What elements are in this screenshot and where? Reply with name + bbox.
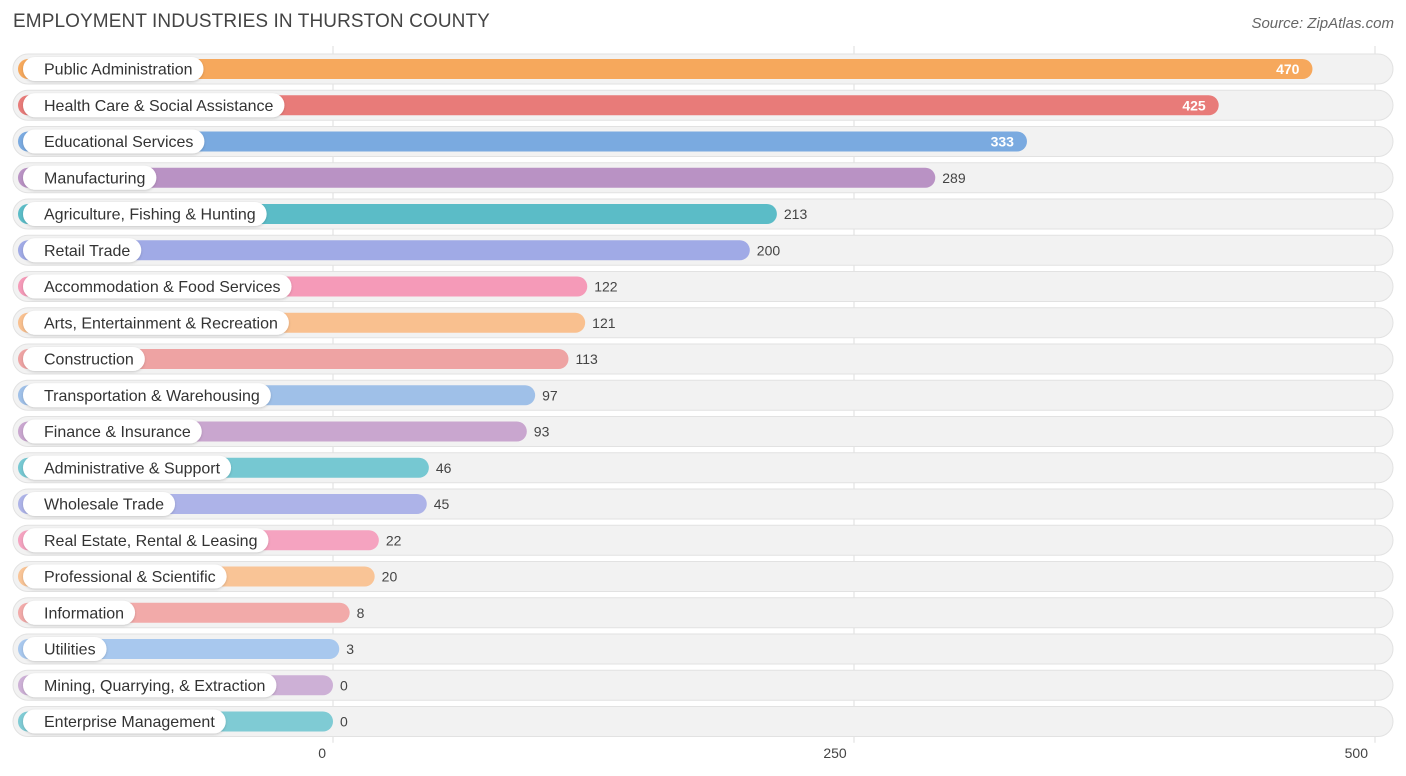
bar-label-pill <box>23 274 292 299</box>
bar-label: Information <box>44 605 124 622</box>
bar-label-pill <box>23 455 232 480</box>
bar-row: Transportation & Warehousing 97 <box>12 379 1394 411</box>
bar-track <box>12 633 1394 665</box>
bar-label: Accommodation & Food Services <box>44 279 281 296</box>
x-tick-label: 250 <box>823 745 847 761</box>
bar-row: Information 8 <box>12 597 1394 629</box>
bar-label: Finance & Insurance <box>44 424 191 441</box>
bar-value: 45 <box>434 496 450 512</box>
bar-label: Mining, Quarrying, & Extraction <box>44 678 265 695</box>
bar-label-pill <box>23 202 267 226</box>
bar-value: 3 <box>346 641 354 657</box>
bar <box>18 95 1219 116</box>
bar-label-pill <box>23 600 136 625</box>
bar-label: Arts, Entertainment & Recreation <box>44 315 278 332</box>
bar <box>18 59 1313 79</box>
bar-row: Public Administration 470 <box>12 53 1394 85</box>
bar-row: Mining, Quarrying, & Extraction 0 <box>12 669 1394 701</box>
bar-value: 289 <box>942 170 966 186</box>
bar-value: 122 <box>594 279 618 295</box>
bar-row: Administrative & Support 46 <box>12 452 1394 484</box>
bar <box>18 240 750 261</box>
bar-label: Enterprise Management <box>44 714 215 731</box>
bar-value: 8 <box>357 605 365 621</box>
bar-row: Professional & Scientific 20 <box>12 561 1394 592</box>
bar-row: Accommodation & Food Services 122 <box>12 271 1394 302</box>
bar-label: Retail Trade <box>44 243 130 260</box>
bar-label-pill <box>23 637 107 661</box>
chart-title: EMPLOYMENT INDUSTRIES IN THURSTON COUNTY <box>13 11 490 32</box>
bar-row: Finance & Insurance 93 <box>12 416 1394 447</box>
bar-row: Agriculture, Fishing & Hunting 213 <box>12 198 1394 230</box>
x-tick-label: 0 <box>318 745 326 761</box>
bar-track <box>12 669 1394 701</box>
bar-label-pill <box>23 238 142 263</box>
bar-label-pill <box>23 528 269 553</box>
bar-label: Professional & Scientific <box>44 569 216 586</box>
bar-label-pill <box>23 165 157 190</box>
bar-value: 213 <box>784 206 808 222</box>
x-tick-label: 500 <box>1345 745 1369 761</box>
bar-label-pill <box>23 564 227 589</box>
bar-value: 22 <box>386 532 402 548</box>
bar-value: 0 <box>340 677 348 693</box>
bar-label: Transportation & Warehousing <box>44 388 260 405</box>
bar-row: Construction 113 <box>12 343 1394 375</box>
bar-label: Administrative & Support <box>44 460 221 477</box>
bar <box>18 167 936 188</box>
bar-row: Wholesale Trade 45 <box>12 488 1394 520</box>
bar-row: Real Estate, Rental & Leasing 22 <box>12 524 1394 556</box>
bar-label: Wholesale Trade <box>44 497 164 514</box>
bar-label-pill <box>23 492 176 516</box>
bar-label: Construction <box>44 352 134 369</box>
source-credit: Source: ZipAtlas.com <box>1251 15 1394 32</box>
bar <box>18 131 1027 152</box>
bar-value: 20 <box>382 569 398 585</box>
bar-row: Educational Services 333 <box>12 126 1394 157</box>
bar-value: 333 <box>991 134 1015 150</box>
bar-row: Utilities 3 <box>12 633 1394 665</box>
bar-value: 200 <box>757 242 781 258</box>
bar-row: Manufacturing 289 <box>12 162 1394 194</box>
bar-label: Utilities <box>44 642 96 659</box>
bar-label: Real Estate, Rental & Leasing <box>44 533 257 550</box>
bar-track <box>12 706 1394 737</box>
bar-value: 46 <box>436 460 452 476</box>
bar-label-pill <box>23 57 204 81</box>
bar-label-pill <box>23 347 145 371</box>
bar-track <box>12 597 1394 629</box>
bar-label-pill <box>23 129 205 154</box>
bar-row: Arts, Entertainment & Recreation 121 <box>12 307 1394 339</box>
bar-value: 470 <box>1276 61 1300 77</box>
bar-label-pill <box>23 383 271 408</box>
bar-row: Health Care & Social Assistance 425 <box>12 89 1394 121</box>
bar-label-pill <box>23 673 277 698</box>
bar-label: Agriculture, Fishing & Hunting <box>44 207 256 224</box>
bar-value: 97 <box>542 387 558 403</box>
bar-value: 425 <box>1182 97 1206 113</box>
bar-value: 113 <box>575 351 598 367</box>
bar-value: 93 <box>534 424 550 440</box>
bar-row: Enterprise Management 0 <box>12 706 1394 737</box>
bar-label: Health Care & Social Assistance <box>44 98 274 115</box>
bar-label: Manufacturing <box>44 170 145 187</box>
bar-row: Retail Trade 200 <box>12 234 1394 266</box>
bar-label-pill <box>23 93 285 118</box>
bar-label-pill <box>23 310 289 335</box>
bar-label-pill <box>23 709 226 734</box>
bar <box>18 349 569 369</box>
bar-label-pill <box>23 419 202 444</box>
bar-label: Educational Services <box>44 134 193 151</box>
bar-value: 0 <box>340 714 348 730</box>
bar-label: Public Administration <box>44 62 193 79</box>
bar-value: 121 <box>592 315 616 331</box>
